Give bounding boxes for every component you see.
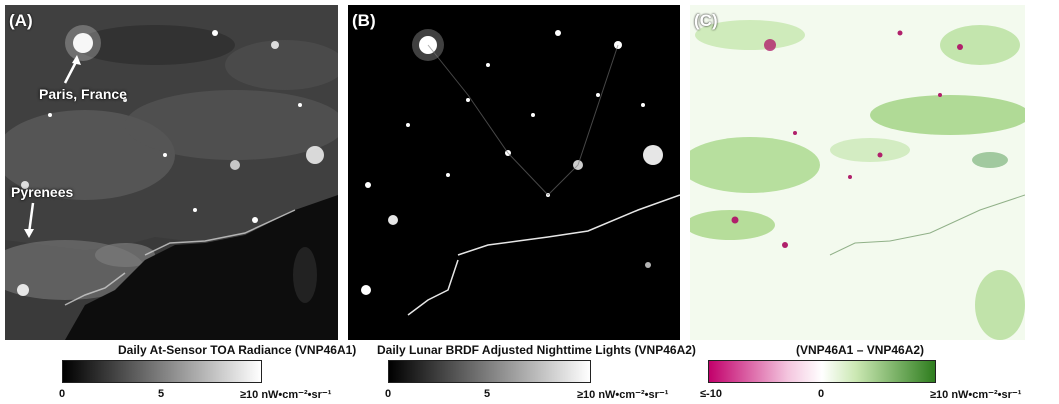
colorbar-a-title: Daily At-Sensor TOA Radiance (VNP46A1)	[118, 343, 357, 357]
colorbar-c-max: ≥10 nW•cm⁻²•sr⁻¹	[930, 389, 1022, 401]
colorbar-a-mid: 5	[158, 388, 165, 400]
panel-a-toa-radiance-image: (A) Paris, France Pyrenees	[5, 5, 338, 340]
panel-c-map	[690, 5, 1025, 340]
panel-a-map	[5, 5, 338, 340]
colorbar-a	[62, 360, 262, 383]
colorbar-c-title: (VNP46A1 – VNP46A2)	[796, 343, 925, 357]
pyrenees-annotation: Pyrenees	[11, 184, 74, 200]
colorbar-c-min: ≤-10	[700, 388, 722, 400]
colorbar-c-mid: 0	[818, 388, 825, 400]
panel-b-map	[348, 5, 680, 340]
colorbar-a-max: ≥10 nW•cm⁻²•sr⁻¹	[240, 389, 332, 401]
panel-b-label: (B)	[352, 11, 376, 30]
panel-c-difference-image: (C)	[690, 5, 1025, 340]
colorbar-b-max: ≥10 nW•cm⁻²•sr⁻¹	[577, 389, 669, 401]
colorbar-b-min: 0	[385, 388, 392, 400]
colorbar-a-min: 0	[59, 388, 66, 400]
colorbar-b-title: Daily Lunar BRDF Adjusted Nighttime Ligh…	[377, 343, 696, 357]
panel-c-label: (C)	[694, 11, 718, 30]
panel-a-label: (A)	[9, 11, 33, 30]
colorbar-b-mid: 5	[484, 388, 491, 400]
panel-b-lunar-brdf-image: (B)	[348, 5, 680, 340]
colorbar-b	[388, 360, 591, 383]
paris-annotation: Paris, France	[39, 86, 127, 102]
colorbar-c	[708, 360, 936, 383]
